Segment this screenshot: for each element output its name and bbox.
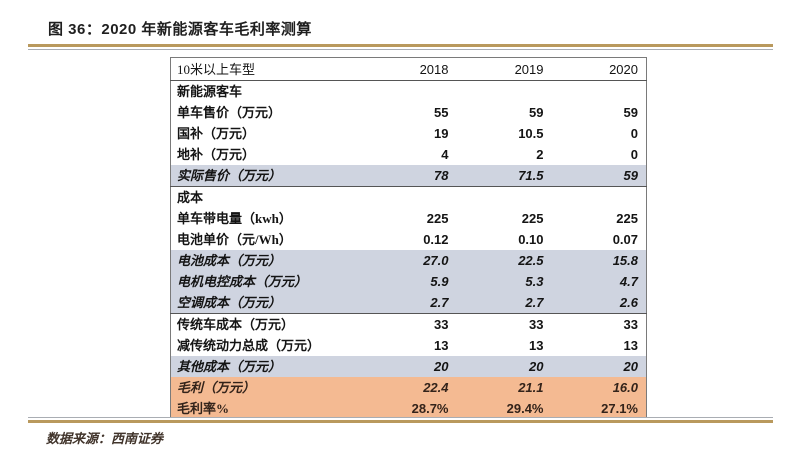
row-label: 电池成本（万元） — [177, 253, 282, 268]
row-value: 0.12 — [423, 232, 449, 247]
row-label: 其他成本（万元） — [177, 359, 282, 374]
row-value: 16.0 — [612, 380, 638, 395]
row-value: 5.9 — [430, 274, 449, 289]
row-value: 0 — [630, 126, 638, 141]
table-row: 国补（万元） 19 10.5 0 — [171, 123, 647, 144]
row-value: 2.7 — [366, 292, 457, 314]
table-body: 新能源客车单车售价（万元） 55 59 59 国补（万元） 19 10.5 0 地补（万元） 4 2… — [170, 81, 647, 420]
row-value: 22.4 — [423, 380, 449, 395]
table-row: 毛利（万元） 22.4 21.1 16.0 — [170, 377, 647, 398]
row-value: 10.5 — [518, 126, 544, 141]
table-row: 新能源客车 — [171, 81, 647, 103]
column-header-2018: 2018 — [366, 57, 457, 81]
row-label: 空调成本（万元） — [170, 292, 367, 314]
column-header-2020: 2020 — [551, 57, 647, 81]
table-row: 传统车成本（万元） 33 33 33 — [171, 314, 647, 336]
row-value: 225 — [616, 211, 638, 226]
table-row: 其他成本（万元） 20 20 20 — [170, 356, 647, 377]
divider-gold-line — [28, 420, 773, 423]
row-label: 新能源客车 — [177, 84, 243, 99]
row-value: 225 — [426, 211, 449, 226]
data-source-note: 数据来源：西南证券 — [46, 431, 164, 446]
row-value: 20 — [434, 359, 449, 374]
row-label: 毛利（万元） — [177, 380, 256, 395]
row-value: 33 — [623, 317, 638, 332]
row-label: 传统车成本（万元） — [177, 317, 295, 332]
divider-gap — [28, 47, 773, 49]
row-value: 4 — [441, 147, 449, 162]
row-value: 33 — [434, 317, 449, 332]
row-value — [552, 187, 647, 209]
row-value: 13 — [529, 338, 544, 353]
row-value: 20 — [623, 359, 638, 374]
row-value: 13 — [623, 338, 638, 353]
table-row: 毛利率% 28.7% 29.4% 27.1% — [170, 398, 647, 420]
row-label: 实际售价（万元） — [170, 165, 367, 187]
margin-calculation-table: 10米以上车型 2018 2019 2020 新能源客车 单车售价（万元） 55 59… — [170, 57, 647, 420]
row-value: 29.4% — [506, 401, 544, 416]
column-header-vehicle-type: 10米以上车型 — [170, 57, 367, 81]
table-row: 实际售价（万元） 78 71.5 59 — [170, 165, 647, 187]
row-value: 2.7 — [456, 292, 552, 314]
column-header-2019: 2019 — [456, 57, 552, 81]
footer-divider-rule — [28, 417, 773, 423]
row-value: 55 — [434, 105, 449, 120]
row-value — [552, 81, 647, 103]
row-label: 成本 — [177, 190, 204, 205]
row-value — [457, 187, 552, 209]
table-row: 地补（万元） 4 2 0 — [171, 144, 647, 165]
row-value: 59 — [529, 105, 544, 120]
row-value: 33 — [529, 317, 544, 332]
table-row: 单车带电量（kwh） 225 225 225 — [171, 208, 647, 229]
row-value: 15.8 — [612, 253, 638, 268]
row-value: 21.1 — [518, 380, 544, 395]
row-label: 单车带电量（kwh） — [177, 211, 292, 226]
divider-gray-line — [28, 49, 773, 50]
row-value: 71.5 — [456, 165, 552, 187]
row-value — [367, 81, 457, 103]
figure-title: 图 36：2020 年新能源客车毛利率测算 — [48, 21, 312, 38]
row-value: 59 — [623, 105, 638, 120]
table-row: 空调成本（万元） 2.7 2.7 2.6 — [170, 292, 647, 314]
row-value: 27.0 — [423, 253, 449, 268]
row-value: 4.7 — [619, 274, 638, 289]
row-value — [367, 187, 457, 209]
row-value: 225 — [521, 211, 544, 226]
divider-gold-line — [28, 44, 773, 47]
divider-gap — [28, 418, 773, 420]
row-value: 0.07 — [612, 232, 638, 247]
title-divider-rule — [28, 44, 773, 50]
row-value: 2 — [536, 147, 544, 162]
row-label: 电机电控成本（万元） — [177, 274, 308, 289]
row-value: 59 — [551, 165, 647, 187]
row-label: 地补（万元） — [177, 147, 256, 162]
row-label: 减传统动力总成（万元） — [177, 338, 321, 353]
row-value: 2.6 — [551, 292, 647, 314]
row-label: 毛利率% — [177, 401, 230, 416]
row-value: 78 — [366, 165, 457, 187]
row-value: 27.1% — [601, 401, 638, 416]
row-value: 0.10 — [518, 232, 544, 247]
divider-gray-line — [28, 417, 773, 418]
row-value: 13 — [434, 338, 449, 353]
row-label: 单车售价（万元） — [177, 105, 282, 120]
table-row: 电池成本（万元） 27.0 22.5 15.8 — [170, 250, 647, 271]
table-row: 电池单价（元/Wh） 0.12 0.10 0.07 — [171, 229, 647, 250]
row-label: 国补（万元） — [177, 126, 256, 141]
table-row: 成本 — [171, 187, 647, 209]
row-value: 20 — [529, 359, 544, 374]
row-value — [457, 81, 552, 103]
table-row: 单车售价（万元） 55 59 59 — [171, 102, 647, 123]
row-value: 19 — [434, 126, 449, 141]
row-value: 28.7% — [411, 401, 449, 416]
row-value: 5.3 — [525, 274, 544, 289]
row-label: 电池单价（元/Wh） — [177, 232, 292, 247]
table-header-row: 10米以上车型 2018 2019 2020 — [170, 57, 647, 81]
row-value: 22.5 — [518, 253, 544, 268]
row-value: 0 — [630, 147, 638, 162]
table-row: 减传统动力总成（万元） 13 13 13 — [171, 335, 647, 356]
table-row: 电机电控成本（万元） 5.9 5.3 4.7 — [170, 271, 647, 292]
